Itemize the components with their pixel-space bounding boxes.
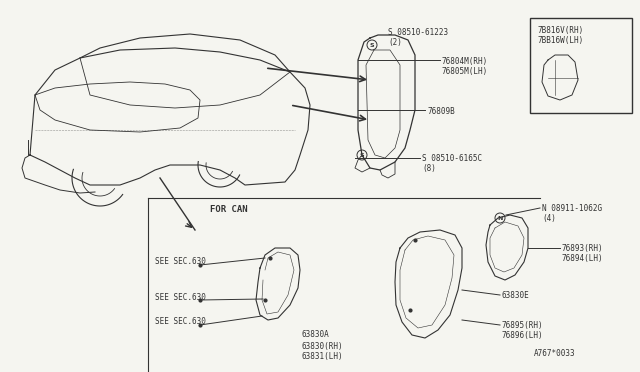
Text: 63830(RH)
63831(LH): 63830(RH) 63831(LH) xyxy=(302,342,344,362)
Text: S: S xyxy=(370,42,374,48)
Text: S 08510-61223
(2): S 08510-61223 (2) xyxy=(388,28,448,47)
Text: SEE SEC.630: SEE SEC.630 xyxy=(155,317,206,327)
Text: 76895(RH)
76896(LH): 76895(RH) 76896(LH) xyxy=(502,321,543,340)
Text: 76804M(RH)
76805M(LH): 76804M(RH) 76805M(LH) xyxy=(442,57,488,76)
Text: 7B816V(RH)
7BB16W(LH): 7B816V(RH) 7BB16W(LH) xyxy=(538,26,584,45)
Text: A767*0033: A767*0033 xyxy=(533,349,575,358)
Text: 63830E: 63830E xyxy=(502,291,530,300)
Text: S: S xyxy=(360,153,364,157)
Text: 76893(RH)
76894(LH): 76893(RH) 76894(LH) xyxy=(562,244,604,263)
Text: N: N xyxy=(497,215,502,221)
Text: SEE SEC.630: SEE SEC.630 xyxy=(155,292,206,301)
Text: SEE SEC.630: SEE SEC.630 xyxy=(155,257,206,266)
Text: 63830A: 63830A xyxy=(302,330,330,339)
Text: S 08510-6165C
(8): S 08510-6165C (8) xyxy=(422,154,482,173)
Bar xyxy=(530,18,632,113)
Text: N 08911-1062G
(4): N 08911-1062G (4) xyxy=(542,204,602,224)
Text: 76809B: 76809B xyxy=(427,107,455,116)
Text: FOR CAN: FOR CAN xyxy=(210,205,248,214)
